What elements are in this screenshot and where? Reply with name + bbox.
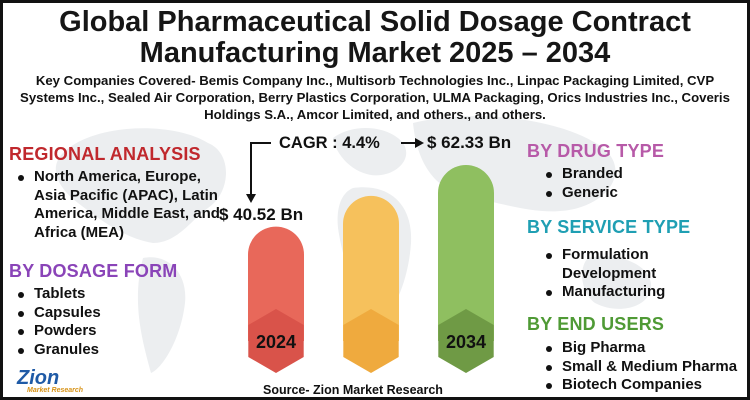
end-users-item: Big Pharma — [541, 339, 747, 358]
end-users-item: Small & Medium Pharma — [541, 358, 747, 377]
chart-title-line-1: Global Pharmaceutical Solid Dosage Contr… — [59, 6, 691, 38]
drug-type-heading: BY DRUG TYPE — [527, 141, 665, 161]
year-label-2034: 2034 — [446, 332, 486, 352]
regional-analysis-list: North America, Europe, Asia Pacific (APA… — [13, 168, 233, 242]
service-type-heading: BY SERVICE TYPE — [527, 217, 691, 237]
dosage-form-item: Capsules — [13, 304, 213, 323]
end-users-list: Big Pharma Small & Medium Pharma Biotech C… — [541, 339, 747, 395]
dosage-form-heading: BY DOSAGE FORM — [9, 261, 178, 281]
drug-type-list: Branded Generic — [541, 165, 741, 202]
dosage-form-item: Granules — [13, 341, 213, 360]
dosage-form-item: Tablets — [13, 285, 213, 304]
service-type-item: Manufacturing — [541, 283, 701, 302]
regional-analysis-heading: REGIONAL ANALYSIS — [9, 144, 201, 164]
zion-logo: Zion — [17, 367, 60, 389]
source-note: Source- Zion Market Research — [263, 383, 443, 397]
service-type-list: Formulation Development Manufacturing — [541, 246, 701, 302]
value-label-2024: $ 40.52 Bn — [219, 205, 304, 224]
cagr-arrows — [246, 138, 424, 203]
cagr-label: CAGR : 4.4% — [279, 134, 380, 152]
year-label-2024: 2024 — [256, 332, 296, 352]
value-label-2034: $ 62.33 Bn — [427, 133, 512, 152]
drug-type-item: Branded — [541, 165, 741, 184]
zion-logo-subtitle: Market Research — [27, 387, 84, 394]
key-companies-text: Key Companies Covered- Bemis Company Inc… — [20, 73, 730, 122]
chart-title-line-2: Manufacturing Market 2025 – 2034 — [139, 37, 611, 69]
bar-hexagon-base — [248, 309, 304, 373]
dosage-form-list: Tablets Capsules Powders Granules — [13, 285, 213, 359]
bar-2034 — [438, 165, 494, 341]
bar-hexagon-base — [438, 309, 494, 373]
bar-hexagon-base — [343, 309, 399, 373]
regional-item: North America, Europe, Asia Pacific (APA… — [13, 168, 233, 242]
end-users-heading: BY END USERS — [527, 314, 665, 334]
service-type-item: Formulation Development — [541, 246, 701, 283]
bar-chart: 2024 2034 — [246, 138, 494, 373]
end-users-item: Biotech Companies — [541, 376, 747, 395]
bar-middle — [343, 195, 399, 341]
dosage-form-item: Powders — [13, 322, 213, 341]
bar-2024 — [248, 226, 304, 341]
drug-type-item: Generic — [541, 184, 741, 203]
